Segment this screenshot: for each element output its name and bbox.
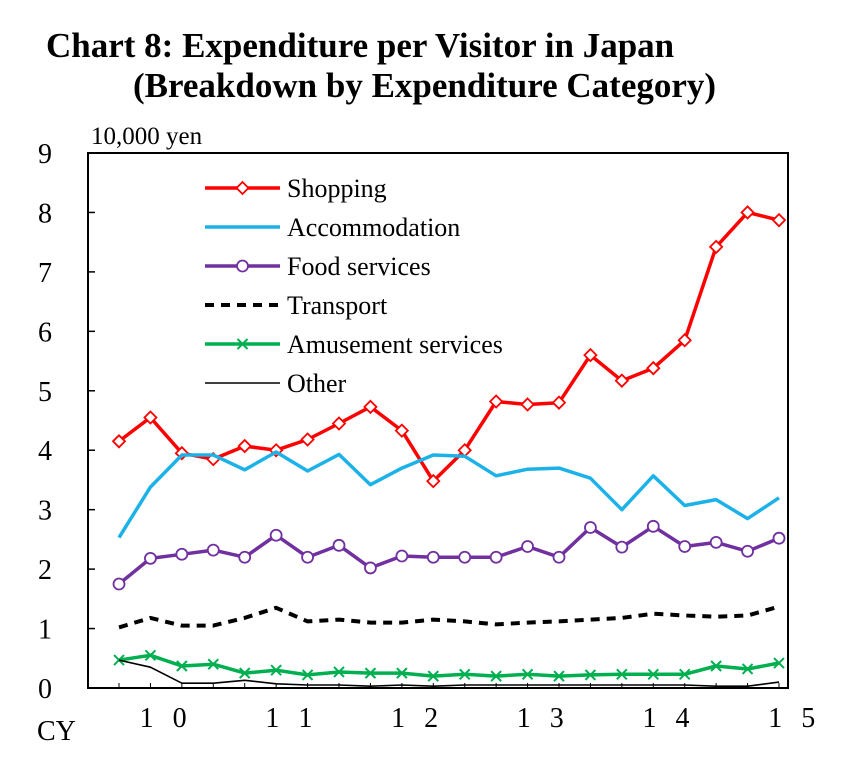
x-tick-label-10: 1 0 bbox=[140, 703, 193, 734]
x-axis-prefix: CY bbox=[37, 716, 76, 747]
point-shopping bbox=[614, 373, 630, 388]
point-food-services bbox=[112, 577, 126, 591]
point-shopping bbox=[237, 438, 252, 454]
point-amusement-services bbox=[427, 670, 439, 682]
point-shopping bbox=[394, 423, 410, 438]
y-tick-label-8: 8 bbox=[38, 198, 52, 229]
point-amusement-services bbox=[333, 666, 345, 678]
y-tick-label-7: 7 bbox=[38, 258, 52, 289]
point-food-services bbox=[426, 550, 440, 564]
point-amusement-services bbox=[301, 669, 314, 681]
legend-label-food-services: Food services bbox=[287, 252, 431, 281]
point-amusement-services bbox=[270, 664, 282, 676]
point-food-services bbox=[458, 550, 472, 564]
point-amusement-services bbox=[239, 667, 251, 679]
legend-marker-shopping bbox=[235, 180, 250, 196]
point-food-services bbox=[364, 561, 377, 575]
point-food-services bbox=[584, 521, 597, 534]
y-tick-label-5: 5 bbox=[38, 377, 52, 408]
point-shopping bbox=[331, 416, 347, 431]
legend-marker-food-services bbox=[236, 259, 249, 273]
y-tick-label-9: 9 bbox=[38, 139, 52, 170]
point-food-services bbox=[615, 540, 629, 554]
point-shopping bbox=[583, 347, 598, 363]
series-line-accommodation bbox=[117, 450, 780, 539]
legend-label-transport: Transport bbox=[287, 291, 388, 320]
point-food-services bbox=[772, 531, 786, 545]
chart-title-line2: (Breakdown by Expenditure Category) bbox=[133, 66, 717, 105]
y-tick-label-4: 4 bbox=[38, 436, 52, 467]
series-line-other bbox=[118, 659, 780, 688]
point-amusement-services bbox=[647, 668, 659, 681]
legend-label-accommodation: Accommodation bbox=[287, 213, 460, 242]
point-food-services bbox=[332, 538, 346, 552]
series-line-shopping bbox=[117, 210, 780, 483]
x-tick-label-12: 1 2 bbox=[391, 703, 444, 734]
point-amusement-services bbox=[710, 660, 722, 672]
legend-label-amusement-services: Amusement services bbox=[287, 330, 503, 359]
point-shopping bbox=[646, 360, 661, 376]
point-shopping bbox=[708, 239, 724, 255]
point-amusement-services bbox=[176, 660, 188, 672]
point-amusement-services bbox=[364, 667, 377, 679]
point-shopping bbox=[363, 399, 378, 415]
point-shopping bbox=[520, 397, 535, 412]
point-food-services bbox=[301, 550, 314, 564]
point-food-services bbox=[709, 535, 723, 549]
point-food-services bbox=[144, 552, 157, 565]
y-tick-label-6: 6 bbox=[38, 317, 52, 348]
point-amusement-services bbox=[773, 657, 785, 669]
point-shopping bbox=[740, 205, 755, 220]
point-food-services bbox=[269, 528, 283, 542]
x-tick-label-11: 1 1 bbox=[265, 703, 318, 734]
point-food-services bbox=[521, 540, 534, 553]
point-amusement-services bbox=[616, 668, 628, 681]
legend-label-other: Other bbox=[287, 369, 347, 398]
point-amusement-services bbox=[396, 667, 408, 679]
series-line-transport bbox=[118, 604, 780, 630]
plot-frame bbox=[87, 152, 789, 689]
y-tick-label-3: 3 bbox=[38, 496, 52, 527]
point-shopping bbox=[488, 394, 504, 409]
legend-label-shopping: Shopping bbox=[287, 174, 387, 203]
x-tick-label-14: 1 4 bbox=[643, 703, 696, 734]
point-food-services bbox=[175, 547, 189, 561]
point-food-services bbox=[395, 549, 409, 563]
series-line-food-services bbox=[117, 524, 780, 586]
y-axis-unit-label: 10,000 yen bbox=[91, 123, 203, 150]
point-amusement-services bbox=[207, 658, 219, 670]
point-amusement-services bbox=[553, 670, 565, 682]
point-shopping bbox=[300, 432, 315, 447]
point-shopping bbox=[143, 410, 158, 425]
x-tick-label-15: 1 5 bbox=[768, 703, 821, 734]
point-food-services bbox=[552, 550, 566, 564]
point-shopping bbox=[551, 395, 567, 410]
y-tick-label-2: 2 bbox=[38, 555, 52, 586]
point-food-services bbox=[206, 543, 220, 557]
point-shopping bbox=[111, 434, 127, 449]
point-food-services bbox=[741, 544, 754, 558]
series-line-amusement-services bbox=[118, 653, 780, 678]
point-food-services bbox=[646, 519, 660, 533]
y-tick-label-1: 1 bbox=[38, 615, 52, 646]
y-tick-label-0: 0 bbox=[38, 674, 52, 705]
point-amusement-services bbox=[144, 649, 157, 662]
legend-marker-amusement-services bbox=[236, 338, 249, 350]
point-amusement-services bbox=[679, 668, 691, 681]
point-amusement-services bbox=[584, 669, 597, 681]
point-shopping bbox=[771, 212, 787, 228]
point-food-services bbox=[489, 550, 503, 564]
point-amusement-services bbox=[741, 663, 754, 675]
point-amusement-services bbox=[459, 668, 471, 681]
point-amusement-services bbox=[490, 670, 502, 682]
point-shopping bbox=[426, 473, 441, 489]
x-tick-label-13: 1 3 bbox=[517, 703, 570, 734]
point-food-services bbox=[678, 540, 692, 553]
point-amusement-services bbox=[113, 654, 125, 666]
point-amusement-services bbox=[521, 668, 534, 681]
point-shopping bbox=[677, 332, 692, 348]
point-food-services bbox=[238, 550, 252, 564]
chart-title-line1: Chart 8: Expenditure per Visitor in Japa… bbox=[46, 26, 675, 65]
